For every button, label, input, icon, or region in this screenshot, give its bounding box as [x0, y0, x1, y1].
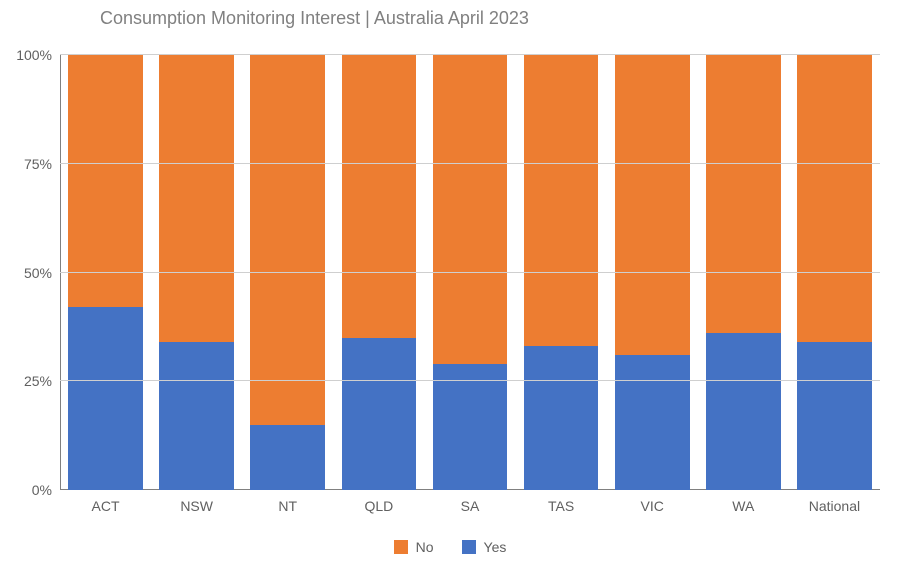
- x-tick-label: NT: [278, 498, 297, 514]
- y-tick-label: 25%: [24, 373, 52, 389]
- chart-title: Consumption Monitoring Interest | Austra…: [100, 8, 529, 29]
- bar-segment-no: [250, 55, 325, 425]
- bar: [433, 55, 508, 490]
- bar: [706, 55, 781, 490]
- bar-segment-yes: [706, 333, 781, 490]
- bar-segment-no: [342, 55, 417, 338]
- x-tick-label: WA: [732, 498, 754, 514]
- bar-slot: SA: [424, 55, 515, 490]
- bar-slot: TAS: [516, 55, 607, 490]
- y-tick-label: 0%: [32, 482, 52, 498]
- bar-segment-no: [615, 55, 690, 355]
- bar-segment-yes: [524, 346, 599, 490]
- bar-segment-yes: [615, 355, 690, 490]
- bar-segment-yes: [433, 364, 508, 490]
- gridline: [60, 54, 880, 55]
- gridline: [60, 380, 880, 381]
- y-tick-label: 75%: [24, 156, 52, 172]
- x-tick-label: NSW: [180, 498, 213, 514]
- x-tick-label: SA: [461, 498, 480, 514]
- x-tick-label: National: [809, 498, 860, 514]
- legend-label: No: [416, 539, 434, 555]
- bar: [615, 55, 690, 490]
- bar-segment-no: [797, 55, 872, 342]
- bar-slot: NT: [242, 55, 333, 490]
- bar-segment-yes: [342, 338, 417, 490]
- bar: [342, 55, 417, 490]
- bar-segment-no: [524, 55, 599, 346]
- y-tick-label: 50%: [24, 265, 52, 281]
- legend-label: Yes: [484, 539, 507, 555]
- bar-slot: ACT: [60, 55, 151, 490]
- bar-segment-yes: [159, 342, 234, 490]
- plot-area: ACTNSWNTQLDSATASVICWANational 0%25%50%75…: [60, 55, 880, 490]
- bar-segment-no: [68, 55, 143, 307]
- bar: [524, 55, 599, 490]
- bar-segment-yes: [68, 307, 143, 490]
- bars-group: ACTNSWNTQLDSATASVICWANational: [60, 55, 880, 490]
- x-tick-label: ACT: [92, 498, 120, 514]
- bar-segment-yes: [250, 425, 325, 490]
- bar-segment-no: [433, 55, 508, 364]
- bar-slot: VIC: [607, 55, 698, 490]
- legend-swatch: [394, 540, 408, 554]
- chart-container: Consumption Monitoring Interest | Austra…: [0, 0, 900, 565]
- legend-item-yes: Yes: [462, 539, 507, 555]
- bar-slot: NSW: [151, 55, 242, 490]
- bar: [250, 55, 325, 490]
- bar-segment-yes: [797, 342, 872, 490]
- legend-swatch: [462, 540, 476, 554]
- bar-slot: QLD: [333, 55, 424, 490]
- x-tick-label: QLD: [364, 498, 393, 514]
- gridline: [60, 272, 880, 273]
- bar: [797, 55, 872, 490]
- bar: [159, 55, 234, 490]
- x-tick-label: VIC: [641, 498, 664, 514]
- bar-slot: WA: [698, 55, 789, 490]
- bar: [68, 55, 143, 490]
- bar-segment-no: [159, 55, 234, 342]
- legend-item-no: No: [394, 539, 434, 555]
- legend: No Yes: [0, 539, 900, 557]
- bar-slot: National: [789, 55, 880, 490]
- y-tick-label: 100%: [16, 47, 52, 63]
- bar-segment-no: [706, 55, 781, 333]
- gridline: [60, 163, 880, 164]
- x-tick-label: TAS: [548, 498, 574, 514]
